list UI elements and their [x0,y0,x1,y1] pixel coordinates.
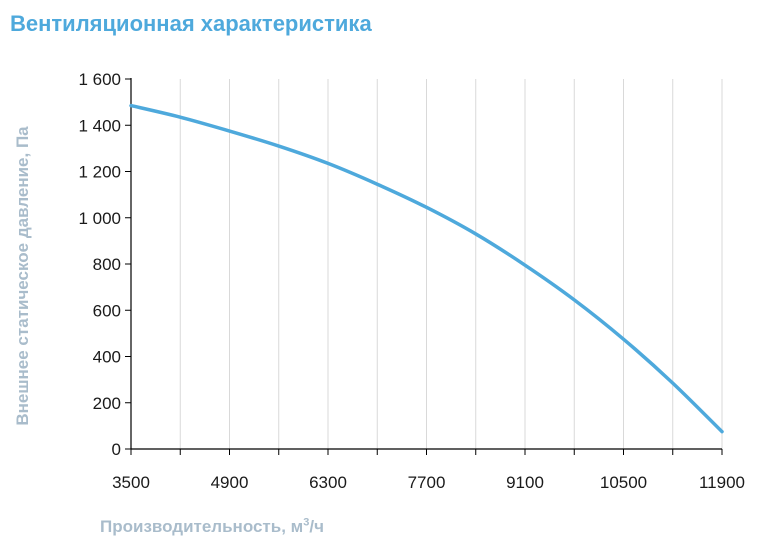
y-tick-label: 0 [112,440,121,459]
y-tick-labels: 0 200 400 600 800 1 000 1 200 1 400 1 600 [78,70,121,459]
y-axis-title: Внешнее статическое давление, Па [13,126,32,426]
y-tick-label: 200 [93,394,121,413]
x-tick-label: 10500 [600,473,647,492]
x-axis-title: Производительность, м3/ч [100,517,324,537]
x-tick-labels: 3500 4900 6300 7700 9100 10500 11900 [112,473,745,492]
x-tick-label: 6300 [309,473,347,492]
x-tick-label: 3500 [112,473,150,492]
y-tick-label: 1 400 [78,116,121,135]
x-tick-label: 4900 [211,473,249,492]
y-tick-label: 1 200 [78,163,121,182]
y-tick-label: 400 [93,348,121,367]
y-tick-label: 800 [93,255,121,274]
chart-title: Вентиляционная характеристика [10,11,372,36]
axes [125,78,723,455]
x-tick-label: 7700 [408,473,446,492]
y-tick-label: 1 600 [78,70,121,89]
y-tick-label: 600 [93,301,121,320]
x-tick-label: 11900 [699,473,745,492]
x-axis-title-prefix: Производительность, м [100,517,304,536]
x-tick-label: 9100 [506,473,544,492]
x-axis-title-suffix: /ч [309,517,324,536]
x-axis-title-superscript: 3 [303,516,310,529]
series-line [129,103,724,434]
series-lines [129,103,724,434]
grid-lines [179,79,723,449]
y-tick-label: 1 000 [78,209,121,228]
